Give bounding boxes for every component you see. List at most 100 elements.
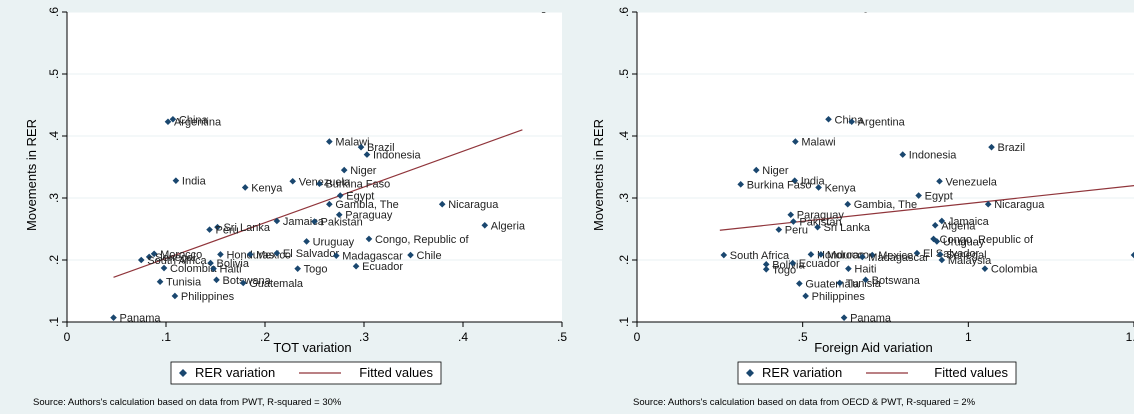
point-label: Paraguay	[345, 210, 393, 222]
data-point	[239, 279, 247, 287]
point-label: Morocco	[160, 249, 202, 261]
chart-foreign-aid-variation: .1 .2 .3 .4 .5 .6 0 .5 1 1.5 Foreign Aid variation…	[591, 3, 1134, 408]
data-point	[407, 251, 414, 259]
data-point	[164, 118, 172, 126]
point-label: South Africa	[147, 255, 207, 267]
data-point	[938, 217, 946, 225]
point-label: Madagascar	[868, 252, 929, 264]
x-tick-label: .5	[557, 330, 567, 344]
point-label: Congo, Republic of	[940, 234, 1035, 246]
fitted-values-line	[719, 185, 1134, 231]
data-point	[316, 180, 323, 188]
data-point	[868, 251, 876, 259]
point-label: Bolivia	[772, 259, 805, 271]
data-point	[169, 115, 177, 123]
data-point	[160, 264, 168, 272]
data-point	[790, 218, 797, 225]
y-tick-label: .4	[617, 131, 631, 141]
point-label: Senegal	[155, 252, 195, 264]
point-label: Philippines	[181, 291, 235, 303]
point-label: Botswana	[872, 275, 921, 287]
point-label: Egypt	[346, 191, 374, 203]
data-point	[836, 279, 844, 287]
data-point	[844, 200, 852, 208]
data-point	[521, 3, 528, 10]
data-point	[913, 249, 921, 257]
point-label: China	[835, 114, 865, 126]
x-tick-label: .5	[798, 330, 808, 344]
point-label: Bolivia	[217, 258, 250, 270]
point-label: Niger	[350, 165, 377, 177]
data-point	[171, 292, 179, 300]
data-point	[241, 184, 249, 191]
data-point	[150, 250, 158, 258]
source-note: Source: Authors's calculation based on d…	[633, 397, 976, 408]
y-tick-label: .1	[617, 317, 631, 327]
point-label: Haiti	[220, 264, 242, 276]
data-point	[930, 235, 937, 243]
point-label: Sri Lanka	[824, 222, 871, 234]
x-tick-label: 1	[965, 330, 972, 344]
source-note: Source: Authors's calculation based on d…	[33, 397, 342, 408]
point-label: Indonesia	[909, 150, 958, 162]
plot-content: Iran NigeriaChinaArgentinaMalawiBrazilInd…	[110, 3, 562, 325]
data-point	[915, 192, 922, 199]
data-point	[172, 177, 180, 184]
point-label: Madagascar	[342, 251, 403, 263]
point-label: Panama	[120, 313, 162, 325]
point-label: Honduras	[817, 249, 865, 261]
x-tick-label: .2	[260, 330, 270, 344]
point-label: Malawi	[801, 137, 835, 149]
data-point	[872, 3, 879, 10]
data-point	[303, 238, 310, 245]
point-label: Uruguay	[313, 236, 355, 248]
point-label: Tunisia	[166, 277, 202, 289]
y-tick-label: .5	[617, 69, 631, 79]
x-tick-label: 1.5	[1126, 330, 1134, 344]
legend-marker	[179, 369, 187, 377]
data-point	[807, 251, 815, 258]
data-point	[936, 251, 944, 258]
point-label: Tunisia	[846, 278, 882, 290]
y-axis-title: Movements in RER	[24, 119, 39, 231]
point-label: Nicaragua	[448, 199, 499, 211]
data-point	[481, 221, 489, 229]
data-point	[326, 200, 333, 208]
data-point	[775, 226, 783, 233]
point-label: Burkina Faso	[747, 179, 812, 191]
data-point	[787, 211, 795, 219]
data-point	[438, 200, 446, 208]
y-axis-title: Movements in RER	[591, 119, 606, 231]
point-label: Pakistan	[321, 217, 363, 229]
data-point	[110, 314, 117, 321]
y-tick-label: .6	[617, 7, 631, 17]
plot-area	[637, 12, 1134, 322]
data-point	[789, 259, 797, 267]
data-point	[845, 265, 852, 272]
point-label: Colombia	[170, 263, 217, 275]
data-point	[335, 211, 343, 219]
data-point	[796, 280, 803, 287]
point-label: Peru	[216, 225, 239, 237]
data-point	[815, 184, 822, 191]
data-point	[825, 115, 832, 123]
data-point	[336, 192, 344, 199]
point-label: Mexico	[256, 249, 291, 261]
point-label: Haiti	[854, 264, 876, 276]
x-axis-title: TOT variation	[273, 340, 351, 355]
data-point	[899, 151, 907, 158]
point-label: South Africa	[730, 250, 790, 262]
point-label: Brazil	[367, 142, 395, 154]
data-point	[931, 221, 939, 229]
point-label: Uruguay	[943, 236, 985, 248]
data-point	[862, 276, 869, 284]
data-point	[340, 166, 348, 174]
point-label: India	[182, 176, 207, 188]
point-label: Colombia	[991, 264, 1038, 276]
point-label: Guatemala	[249, 278, 304, 290]
legend-marker	[746, 369, 754, 377]
point-label: Brazil	[998, 142, 1026, 154]
data-point	[210, 265, 217, 272]
